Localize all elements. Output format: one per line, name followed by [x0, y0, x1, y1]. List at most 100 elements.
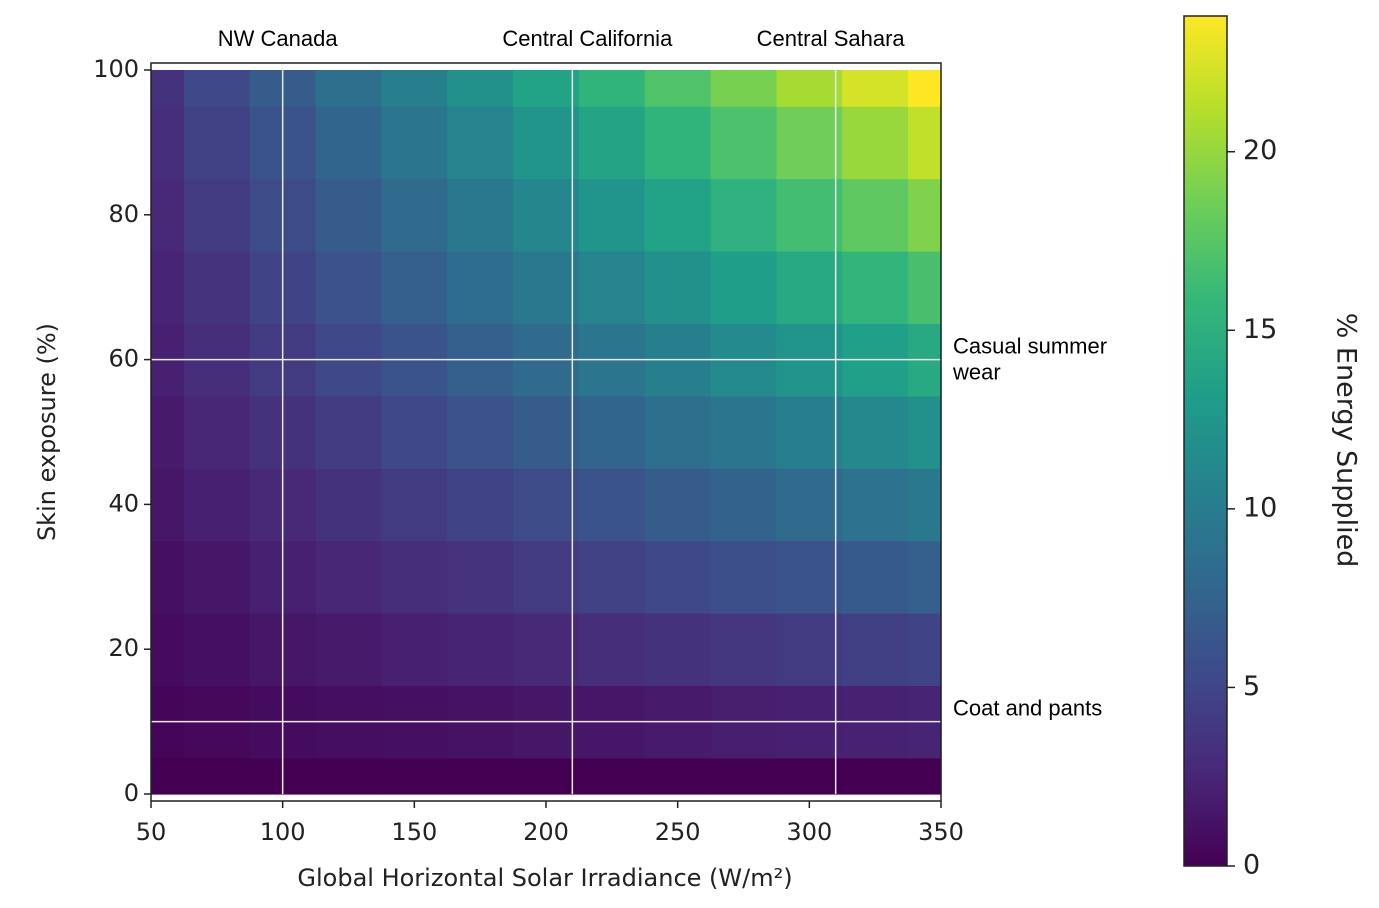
- annotation: Casual summer: [953, 333, 1107, 358]
- annotation: Central Sahara: [757, 26, 906, 51]
- y-axis-label: Skin exposure (%): [33, 323, 61, 541]
- heatmap-cell: [578, 757, 646, 795]
- annotation: NW Canada: [218, 26, 339, 51]
- heatmap-cell: [644, 70, 712, 107]
- heatmap-cell: [447, 757, 514, 795]
- heatmap-cell: [644, 613, 712, 686]
- heatmap-cell: [381, 70, 448, 107]
- heatmap-cell: [710, 540, 778, 614]
- heatmap-cell: [644, 106, 712, 180]
- heatmap-cell: [776, 468, 843, 542]
- x-tick-label: 100: [260, 818, 306, 846]
- heatmap-cell: [381, 178, 448, 252]
- heatmap-cell: [710, 757, 778, 795]
- heatmap-cell: [578, 106, 646, 180]
- x-tick-label: 300: [786, 818, 832, 846]
- heatmap-cell: [644, 540, 712, 614]
- x-tick-label: 250: [655, 818, 701, 846]
- heatmap-cell: [842, 757, 909, 795]
- annotation: wear: [952, 359, 1001, 384]
- heatmap-cell: [710, 178, 778, 252]
- heatmap-cell: [908, 106, 942, 180]
- heatmap-cell: [381, 540, 448, 614]
- heatmap-cell: [776, 106, 843, 180]
- heatmap-cell: [513, 540, 580, 614]
- heatmap-cell: [151, 468, 185, 542]
- heatmap-cell: [447, 613, 514, 686]
- heatmap-cell: [578, 613, 646, 686]
- heatmap-cell: [151, 395, 185, 469]
- heatmap-cell: [183, 468, 251, 542]
- heatmap-cell: [513, 251, 580, 324]
- heatmap-cell: [447, 70, 514, 107]
- heatmap-cell: [381, 106, 448, 180]
- heatmap-cell: [908, 540, 942, 614]
- x-tick-label: 350: [918, 818, 964, 846]
- heatmap-cell: [513, 757, 580, 795]
- heatmap-cell: [513, 70, 580, 107]
- heatmap-cell: [381, 395, 448, 469]
- heatmap-cell: [447, 106, 514, 180]
- heatmap-cell: [151, 70, 185, 107]
- heatmap-cell: [776, 251, 843, 324]
- heatmap-cell: [447, 178, 514, 252]
- heatmap-cell: [776, 178, 843, 252]
- heatmap-cell: [315, 70, 383, 107]
- heatmap-cell: [578, 251, 646, 324]
- heatmap-cell: [908, 395, 942, 469]
- heatmap-cell: [183, 395, 251, 469]
- annotation: Coat and pants: [953, 695, 1102, 720]
- heatmap-cell: [710, 468, 778, 542]
- heatmap-cell: [513, 395, 580, 469]
- heatmap-cell: [578, 178, 646, 252]
- heatmap-cell: [908, 757, 942, 795]
- heatmap-cell: [776, 395, 843, 469]
- colorbar-tick-label: 10: [1243, 492, 1277, 523]
- heatmap-cell: [710, 251, 778, 324]
- annotation: Central California: [502, 26, 673, 51]
- heatmap-cell: [315, 613, 383, 686]
- heatmap-cell: [842, 468, 909, 542]
- heatmap-cell: [776, 540, 843, 614]
- heatmap-cell: [447, 395, 514, 469]
- heatmap-cell: [315, 395, 383, 469]
- heatmap-cell: [644, 251, 712, 324]
- heatmap-cell: [315, 251, 383, 324]
- colorbar-label: % Energy Supplied: [1331, 313, 1362, 568]
- heatmap-cell: [776, 613, 843, 686]
- heatmap-cell: [710, 70, 778, 107]
- heatmap-cell: [183, 251, 251, 324]
- colorbar-tick-label: 0: [1243, 850, 1260, 881]
- heatmap-cell: [447, 540, 514, 614]
- heatmap-cell: [908, 251, 942, 324]
- heatmap-cell: [513, 613, 580, 686]
- heatmap-cell: [842, 106, 909, 180]
- heatmap-cell: [842, 251, 909, 324]
- heatmap-cell: [151, 540, 185, 614]
- heatmap-cell: [151, 178, 185, 252]
- heatmap-cell: [183, 70, 251, 107]
- heatmap-cell: [776, 70, 843, 107]
- heatmap-cell: [151, 613, 185, 686]
- heatmap-cell: [513, 178, 580, 252]
- heatmap-cell: [315, 540, 383, 614]
- heatmap-cell: [447, 468, 514, 542]
- heatmap-cell: [908, 468, 942, 542]
- heatmap-cell: [908, 70, 942, 107]
- heatmap-cell: [644, 178, 712, 252]
- x-tick-label: 200: [523, 818, 569, 846]
- heatmap-cell: [183, 178, 251, 252]
- heatmap-cell: [151, 106, 185, 180]
- heatmap-cell: [151, 757, 185, 795]
- heatmap-cell: [315, 757, 383, 795]
- x-tick-label: 50: [136, 818, 167, 846]
- heatmap-cell: [315, 106, 383, 180]
- heatmap-cell: [578, 468, 646, 542]
- y-tick-label: 40: [108, 489, 139, 517]
- y-tick-label: 20: [108, 634, 139, 662]
- heatmap-cell: [644, 468, 712, 542]
- heatmap-cell: [381, 251, 448, 324]
- heatmap-cell: [710, 613, 778, 686]
- heatmap-cell: [908, 178, 942, 252]
- heatmap-cell: [183, 540, 251, 614]
